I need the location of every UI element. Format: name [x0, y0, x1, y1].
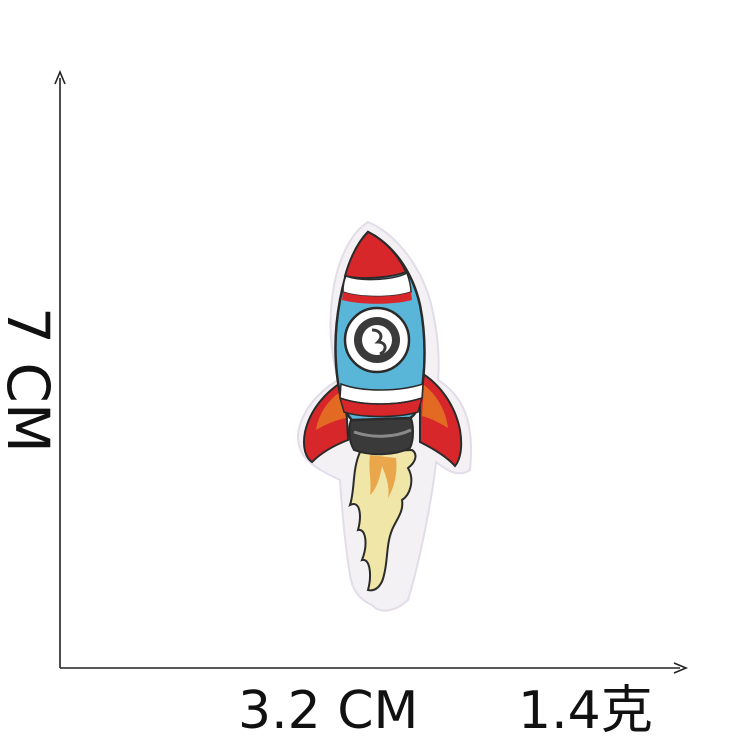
measurement-axes	[54, 69, 689, 674]
nose-stripe-red	[342, 292, 412, 304]
horizontal-axis-arrow	[673, 662, 689, 674]
rocket-patch-icon	[297, 220, 472, 612]
vertical-axis-arrow	[54, 69, 66, 85]
body-stripe-red	[338, 396, 424, 418]
rocket-flame	[348, 448, 417, 592]
rocket-nose-cone	[343, 230, 408, 280]
width-dimension-label: 3.2 CM	[238, 681, 419, 741]
right-fin-inner	[422, 385, 448, 428]
weight-label: 1.4克	[518, 681, 653, 741]
height-dimension-label: 7 CM	[0, 307, 62, 453]
nozzle-ring	[353, 428, 412, 438]
left-fin-inner	[316, 392, 346, 430]
window-glint	[371, 328, 387, 356]
rocket-flame-core	[369, 455, 397, 498]
